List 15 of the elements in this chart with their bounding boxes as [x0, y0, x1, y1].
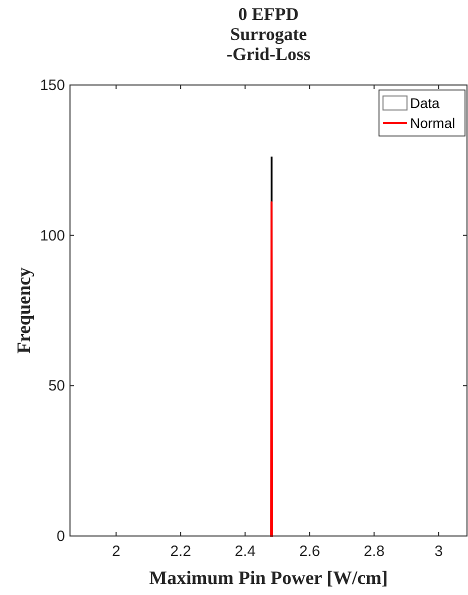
legend-label: Normal — [410, 115, 456, 131]
x-tick-label: 2.8 — [364, 543, 385, 560]
y-tick-label: 0 — [56, 528, 65, 545]
y-tick-label: 100 — [40, 227, 65, 244]
text: Data — [410, 95, 440, 111]
x-tick-label: 2.6 — [299, 543, 320, 560]
y-axis-title: Frequency — [14, 266, 35, 354]
y-tick-label: 150 — [40, 77, 65, 94]
x-tick-label: 2.2 — [170, 543, 192, 560]
x-tick-label: 3 — [434, 543, 443, 560]
x-tick-label: 2.4 — [234, 543, 256, 560]
x-tick-label: 2 — [112, 543, 120, 560]
chart-title: 0 EFPD Surrogate -Grid-Loss — [226, 4, 311, 64]
x-axis-title: Maximum Pin Power [W/cm] — [149, 568, 388, 589]
y-tick-label: 50 — [48, 378, 65, 395]
